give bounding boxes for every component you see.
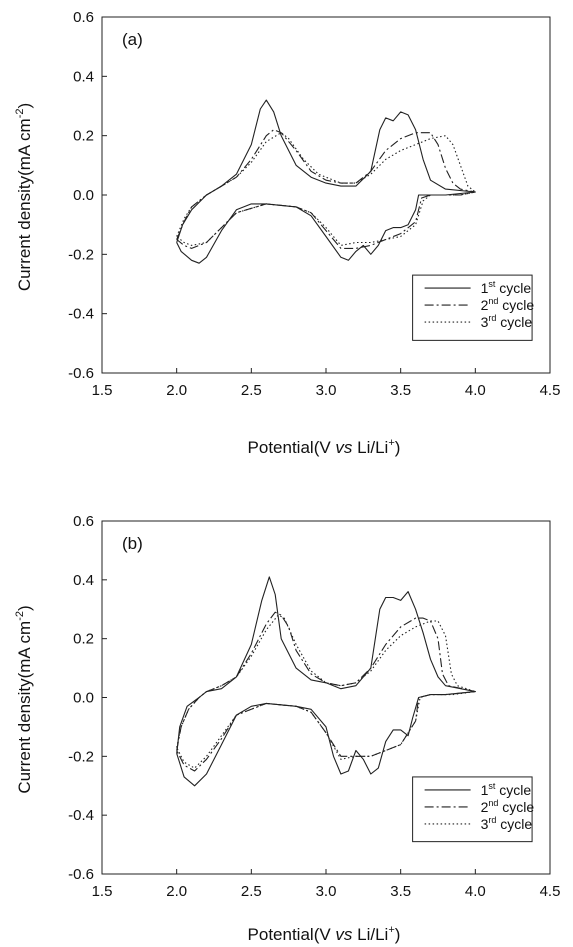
y-axis-label-sup: -2 xyxy=(14,611,26,621)
legend-entry-num: 1 xyxy=(481,280,489,296)
legend-entry-text: cycle xyxy=(496,314,532,330)
series-line-3rd-cycle xyxy=(176,614,476,769)
x-axis-label-italic: vs xyxy=(335,925,353,944)
y-axis-label-sup: -2 xyxy=(14,109,26,119)
legend-entry-num: 3 xyxy=(481,816,489,832)
x-axis-label-text: ) xyxy=(395,925,401,944)
legend-entry-num: 2 xyxy=(481,297,489,313)
y-axis-label-text: ) xyxy=(15,605,34,611)
x-axis-label-sup: + xyxy=(388,924,394,936)
y-tick-label: -0.6 xyxy=(68,365,94,382)
legend-box xyxy=(412,274,533,341)
y-tick-label: -0.4 xyxy=(68,306,94,323)
panel-b: 1.5 2.0 2.5 3.0 3.5 4.0 4.5 0.6 0.4 0.2 0.0 -0.2 -0.… xyxy=(14,513,560,944)
y-tick-label: -0.2 xyxy=(68,748,94,765)
x-tick-label: 3.5 xyxy=(390,382,411,399)
legend-entry: 3rd cycle xyxy=(481,815,533,832)
legend-entry-num: 2 xyxy=(481,799,489,815)
series-line-2nd-cycle xyxy=(176,611,476,772)
y-tick-label: -0.6 xyxy=(68,866,94,883)
x-tick-label: 2.5 xyxy=(241,883,262,900)
legend-entry-sup: rd xyxy=(488,313,496,323)
y-axis-label: Current density(mA cm-2) xyxy=(14,103,34,291)
x-tick-label: 2.0 xyxy=(166,883,187,900)
series-line-3rd-cycle xyxy=(176,132,476,246)
panel-label: (a) xyxy=(122,30,143,49)
x-axis-label-text: Li/Li xyxy=(352,438,388,457)
y-axis-label-text: ) xyxy=(15,103,34,109)
legend-entry-text: cycle xyxy=(498,297,534,313)
x-tick-label: 1.5 xyxy=(92,883,113,900)
x-tick-label: 4.0 xyxy=(465,382,486,399)
x-axis-label-text: Potential(V xyxy=(248,925,336,944)
series-line-1st-cycle xyxy=(176,576,476,787)
legend-entry-sup: st xyxy=(488,279,496,289)
legend-entry: 2nd cycle xyxy=(481,798,535,815)
x-axis-label-text: Li/Li xyxy=(352,925,388,944)
x-tick-label: 4.5 xyxy=(540,883,561,900)
x-axis-label-italic: vs xyxy=(335,438,353,457)
legend-entry-sup: rd xyxy=(488,815,496,825)
panel-label: (b) xyxy=(122,534,143,553)
legend-entry: 1st cycle xyxy=(481,781,532,798)
legend-entry-sup: nd xyxy=(488,798,498,808)
y-axis-label: Current density(mA cm-2) xyxy=(14,605,34,793)
x-tick-label: 3.0 xyxy=(316,883,337,900)
legend-entry: 1st cycle xyxy=(481,279,532,296)
x-tick-label: 2.5 xyxy=(241,382,262,399)
legend-entry-num: 1 xyxy=(481,782,489,798)
x-axis-label-text: Potential(V xyxy=(248,438,336,457)
x-axis-label: Potential(V vs Li/Li+) xyxy=(248,924,401,944)
y-tick-label: 0.0 xyxy=(73,187,94,204)
y-tick-label: 0.2 xyxy=(73,631,94,648)
y-axis-label-text: Current density(mA cm xyxy=(15,621,34,794)
legend-entry-text: cycle xyxy=(495,280,531,296)
panel-a: 1.5 2.0 2.5 3.0 3.5 4.0 4.5 0.6 0.4 0.2 0.0 -0.2 -0.… xyxy=(14,9,560,457)
x-tick-label: 4.0 xyxy=(465,883,486,900)
y-tick-label: 0.4 xyxy=(73,572,94,589)
legend-entry-text: cycle xyxy=(498,799,534,815)
x-tick-label: 4.5 xyxy=(540,382,561,399)
legend-entry-num: 3 xyxy=(481,314,489,330)
x-tick-label: 3.0 xyxy=(316,382,337,399)
x-tick-label: 2.0 xyxy=(166,382,187,399)
legend-entry: 3rd cycle xyxy=(481,313,533,330)
y-tick-label: 0.4 xyxy=(73,68,94,85)
legend-entry-text: cycle xyxy=(495,782,531,798)
y-tick-label: -0.2 xyxy=(68,246,94,263)
x-axis-label-sup: + xyxy=(388,437,394,449)
legend-entry-sup: st xyxy=(488,781,496,791)
y-axis-label-text: Current density(mA cm xyxy=(15,118,34,291)
y-tick-label: 0.6 xyxy=(73,513,94,530)
series-line-1st-cycle xyxy=(176,99,476,264)
x-tick-label: 3.5 xyxy=(390,883,411,900)
x-tick-label: 1.5 xyxy=(92,382,113,399)
legend-entry-sup: nd xyxy=(488,296,498,306)
legend-entry: 2nd cycle xyxy=(481,296,535,313)
x-axis-label: Potential(V vs Li/Li+) xyxy=(248,437,401,457)
x-axis-label-text: ) xyxy=(395,438,401,457)
y-tick-label: 0.0 xyxy=(73,690,94,707)
y-tick-label: 0.2 xyxy=(73,128,94,145)
legend-box xyxy=(412,776,533,843)
y-tick-label: -0.4 xyxy=(68,807,94,824)
y-tick-label: 0.6 xyxy=(73,9,94,26)
legend-entry-text: cycle xyxy=(496,816,532,832)
